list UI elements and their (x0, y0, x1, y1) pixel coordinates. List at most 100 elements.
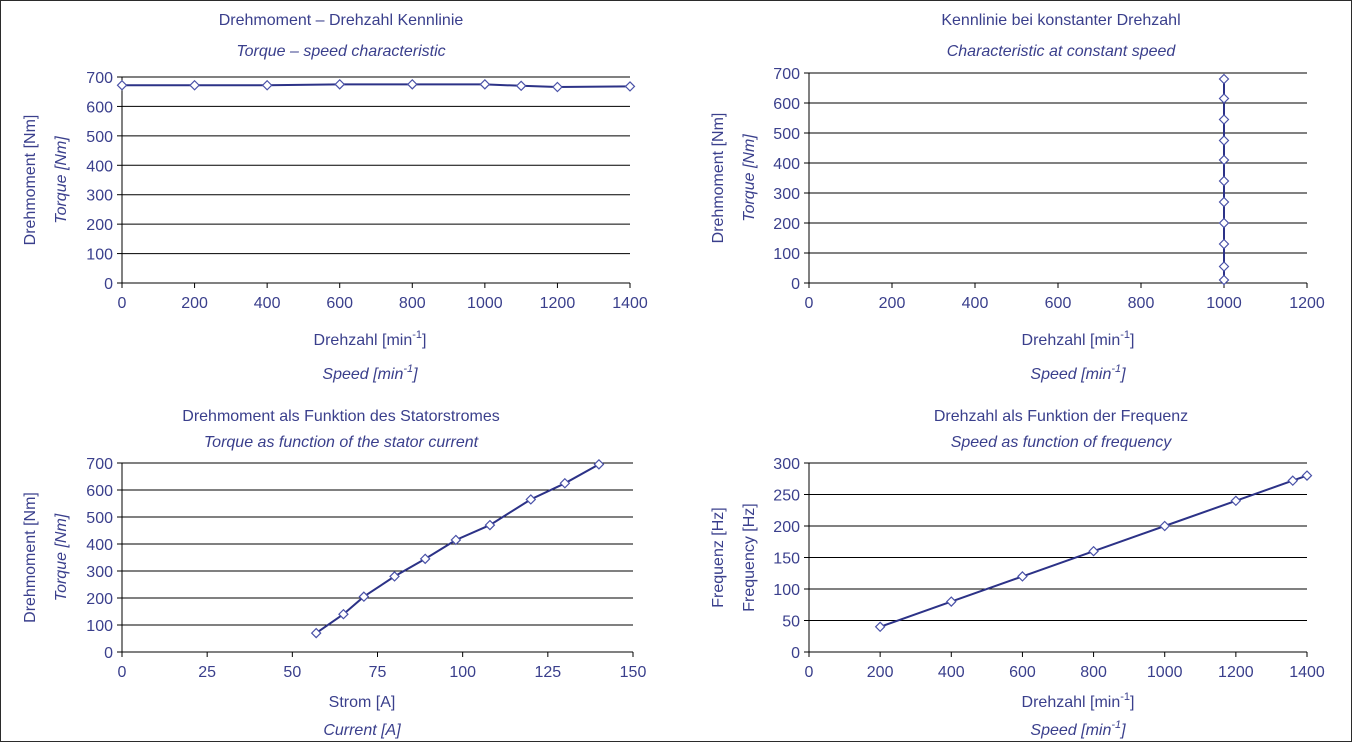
chart-panel-2: Kennlinie bei konstanter Drehzahl Charact… (710, 12, 1325, 383)
y-axis-label: Frequenz [Hz] (710, 507, 727, 607)
x-tick-label: 100 (449, 664, 476, 681)
x-tick-label: 600 (326, 295, 353, 312)
x-axis-label-secondary: Speed [min-1] (1030, 363, 1126, 383)
y-tick-label: 200 (773, 519, 800, 536)
y-tick-label: 300 (86, 564, 113, 581)
x-axis-label-text: Strom [A] (329, 694, 396, 711)
x-tick-label: 400 (254, 295, 281, 312)
y-axis-label-secondary: Torque [Nm] (53, 513, 70, 601)
x-axis-label: Drehzahl [min-1] (1022, 691, 1135, 711)
x-axis-label-secondary-superscript: -1 (403, 363, 413, 375)
x-axis-label-superscript: -1 (1120, 329, 1130, 341)
data-point (1218, 196, 1230, 208)
y-tick-label: 150 (773, 551, 800, 568)
y-axis-label: Drehmoment [Nm] (22, 492, 39, 623)
x-tick-label: 1000 (467, 295, 503, 312)
x-tick-label: 1400 (612, 295, 648, 312)
x-tick-label: 800 (1080, 664, 1107, 681)
x-tick-label: 1000 (1147, 664, 1183, 681)
data-point (593, 459, 605, 470)
chart-panel-3: Drehmoment als Funktion des Statorstrome… (22, 408, 646, 739)
y-tick-label: 0 (104, 276, 113, 293)
data-point (406, 79, 418, 90)
y-axis-label-secondary: Torque [Nm] (741, 134, 758, 222)
x-tick-label: 800 (399, 295, 426, 312)
y-tick-label: 0 (791, 645, 800, 662)
y-tick-label: 300 (773, 456, 800, 473)
x-axis-label-secondary-text: Speed [min (1030, 722, 1111, 739)
chart-panel-1: Drehmoment – Drehzahl Kennlinie Torque – … (22, 12, 648, 383)
y-tick-label: 400 (86, 158, 113, 175)
y-axis-label: Drehmoment [Nm] (22, 115, 39, 246)
x-axis-label: Drehzahl [min-1] (314, 329, 427, 349)
data-point (624, 81, 636, 92)
data-point (515, 80, 527, 92)
x-tick-label: 25 (198, 664, 216, 681)
data-point (559, 477, 571, 489)
chart-title: Drehmoment – Drehzahl Kennlinie (219, 12, 464, 29)
x-tick-label: 600 (1009, 664, 1036, 681)
data-point (389, 571, 400, 582)
x-tick-label: 1000 (1206, 295, 1242, 312)
x-axis-label-text: Drehzahl [min (1022, 332, 1121, 349)
data-point (1218, 114, 1230, 125)
x-tick-label: 0 (118, 664, 127, 681)
data-point (334, 79, 346, 90)
data-point (261, 79, 273, 91)
y-axis-label-secondary: Torque [Nm] (53, 136, 70, 224)
x-axis-label-suffix: ] (1130, 332, 1134, 349)
x-tick-label: 75 (369, 664, 387, 681)
chart-title: Kennlinie bei konstanter Drehzahl (941, 12, 1180, 29)
y-tick-label: 100 (773, 582, 800, 599)
x-tick-label: 0 (805, 664, 814, 681)
data-point (1301, 470, 1313, 481)
y-tick-label: 700 (773, 66, 800, 83)
data-point (450, 534, 462, 546)
data-point (1218, 217, 1230, 229)
data-point (1218, 93, 1230, 104)
x-tick-label: 1400 (1289, 664, 1325, 681)
x-axis-label-secondary-text: Speed [min (322, 366, 403, 383)
data-point (1218, 274, 1230, 286)
chart-title: Drehzahl als Funktion der Frequenz (934, 408, 1188, 425)
x-tick-label: 150 (620, 664, 647, 681)
x-axis-label-secondary-superscript: -1 (1111, 719, 1121, 731)
x-tick-label: 200 (867, 664, 894, 681)
y-axis-label: Drehmoment [Nm] (710, 113, 727, 244)
x-axis-label-suffix: ] (1130, 694, 1134, 711)
x-tick-label: 200 (181, 295, 208, 312)
x-axis-label-secondary: Current [A] (323, 722, 401, 739)
x-axis-label-text: Drehzahl [min (314, 332, 413, 349)
x-tick-label: 0 (118, 295, 127, 312)
y-tick-label: 500 (86, 510, 113, 527)
y-tick-label: 600 (86, 483, 113, 500)
y-tick-label: 200 (86, 217, 113, 234)
x-axis-label: Strom [A] (329, 694, 396, 711)
x-axis-label-superscript: -1 (412, 329, 422, 341)
x-tick-label: 1200 (540, 295, 576, 312)
data-point (1017, 571, 1028, 582)
x-axis-label-text: Drehzahl [min (1022, 694, 1121, 711)
y-tick-label: 100 (86, 247, 113, 264)
chart-subtitle: Characteristic at constant speed (947, 43, 1177, 60)
data-point (1159, 520, 1171, 532)
x-tick-label: 600 (1045, 295, 1072, 312)
x-axis-label-secondary-suffix: ] (1119, 366, 1126, 383)
data-point (310, 627, 322, 639)
data-point (525, 494, 537, 505)
y-tick-label: 300 (773, 186, 800, 203)
x-axis-label-secondary: Speed [min-1] (1030, 719, 1126, 739)
x-tick-label: 50 (283, 664, 301, 681)
data-point (116, 79, 128, 91)
data-point (484, 519, 496, 531)
y-tick-label: 100 (86, 618, 113, 635)
y-tick-label: 500 (773, 126, 800, 143)
x-axis-label-superscript: -1 (1120, 691, 1130, 703)
x-axis-label: Drehzahl [min-1] (1022, 329, 1135, 349)
x-axis-label-secondary-text: Current [A] (323, 722, 401, 739)
y-tick-label: 250 (773, 488, 800, 505)
y-tick-label: 600 (773, 96, 800, 113)
x-axis-label-suffix: ] (422, 332, 426, 349)
x-tick-label: 0 (805, 295, 814, 312)
